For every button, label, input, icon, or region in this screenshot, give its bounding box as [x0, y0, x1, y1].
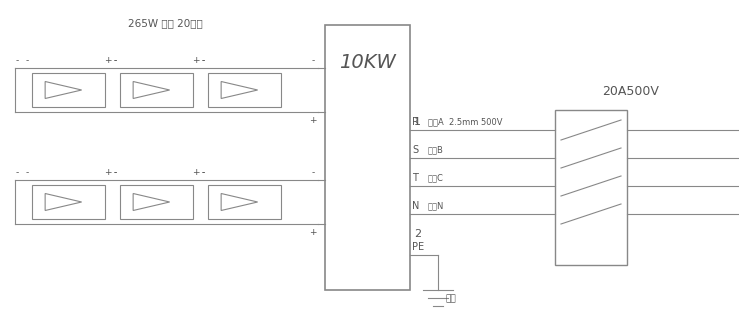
Text: 地线: 地线 — [446, 294, 457, 303]
Text: -: - — [16, 168, 18, 177]
Text: -: - — [113, 56, 117, 65]
Bar — [208, 73, 281, 107]
Text: -: - — [311, 168, 315, 177]
Bar — [325, 25, 410, 290]
Text: 10KW: 10KW — [339, 54, 396, 73]
Text: 265W 组件 20串联: 265W 组件 20串联 — [128, 18, 202, 28]
Text: 20A500V: 20A500V — [602, 85, 659, 98]
Text: T: T — [412, 173, 418, 183]
Text: -: - — [16, 56, 18, 65]
Text: -: - — [201, 56, 205, 65]
Text: -: - — [201, 56, 205, 65]
Bar — [555, 110, 627, 265]
Text: +: + — [309, 228, 317, 237]
Text: -: - — [201, 168, 205, 177]
Text: 2: 2 — [414, 229, 421, 239]
Bar — [208, 185, 281, 219]
Text: 零线N: 零线N — [428, 201, 444, 210]
Text: -: - — [113, 168, 117, 177]
Text: -: - — [25, 56, 29, 65]
Text: R: R — [412, 117, 419, 127]
Text: +: + — [309, 116, 317, 125]
Text: -: - — [113, 168, 117, 177]
Text: +: + — [104, 56, 112, 65]
Text: +: + — [104, 168, 112, 177]
Bar — [32, 185, 105, 219]
Polygon shape — [45, 193, 81, 210]
Polygon shape — [133, 193, 170, 210]
Text: -: - — [311, 56, 315, 65]
Text: +: + — [192, 56, 200, 65]
Text: 相线A  2.5mm 500V: 相线A 2.5mm 500V — [428, 117, 503, 126]
Bar — [120, 185, 193, 219]
Polygon shape — [221, 81, 258, 99]
Text: +: + — [192, 168, 200, 177]
Text: 相线B: 相线B — [428, 145, 444, 154]
Bar — [120, 73, 193, 107]
Text: 1: 1 — [414, 117, 421, 127]
Polygon shape — [45, 81, 81, 99]
Text: -: - — [201, 168, 205, 177]
Polygon shape — [221, 193, 258, 210]
Text: N: N — [412, 201, 419, 211]
Text: -: - — [25, 168, 29, 177]
Polygon shape — [133, 81, 170, 99]
Text: -: - — [113, 56, 117, 65]
Text: PE: PE — [412, 242, 424, 252]
Text: 相线C: 相线C — [428, 173, 444, 182]
Bar — [32, 73, 105, 107]
Text: S: S — [412, 145, 418, 155]
